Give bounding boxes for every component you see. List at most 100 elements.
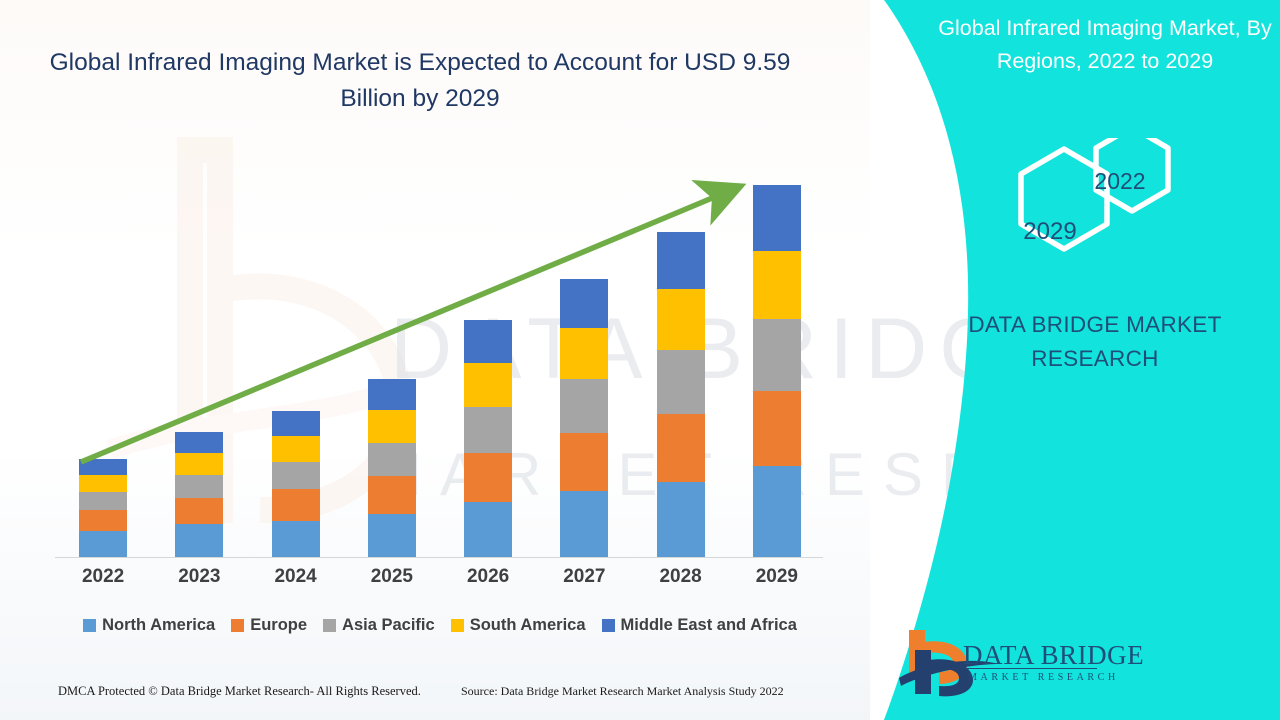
bar-column xyxy=(536,160,632,557)
bar-segment xyxy=(79,531,128,557)
x-axis-line xyxy=(55,557,823,558)
bar-segment xyxy=(464,320,513,364)
legend-item[interactable]: Europe xyxy=(231,616,307,635)
bar-column xyxy=(633,160,729,557)
legend-swatch-icon xyxy=(450,619,464,632)
legend-label: Europe xyxy=(250,616,308,634)
x-axis-label-2026: 2026 xyxy=(466,566,510,587)
bar-segment xyxy=(752,318,801,391)
panel-content: Global Infrared Imaging Market, By Regio… xyxy=(905,0,1280,720)
bar-segment xyxy=(656,289,705,351)
bar-segment xyxy=(560,278,609,329)
bar-segment xyxy=(464,363,513,408)
legend-swatch-icon xyxy=(231,619,245,632)
legend-item[interactable]: Middle East and Africa xyxy=(601,616,797,635)
bar-segment xyxy=(464,452,513,503)
stacked-bar-2023 xyxy=(175,432,224,557)
bar-column xyxy=(55,160,151,557)
data-bridge-logo-mark xyxy=(899,630,999,697)
legend-swatch-icon xyxy=(83,619,97,632)
bar-segment xyxy=(271,462,320,490)
x-axis-labels: 2022 2023 2024 2025 2026 2027 2028 2029 xyxy=(55,566,825,588)
bar-segment xyxy=(79,492,128,511)
bar-segment xyxy=(752,185,801,252)
chart-title: Global Infrared Imaging Market is Expect… xyxy=(49,49,791,112)
x-axis-label-2022: 2022 xyxy=(81,566,125,587)
bar-segment xyxy=(175,524,224,557)
panel-brand-line1: DATA BRIDGE MARKET xyxy=(968,312,1222,337)
stacked-bar-chart xyxy=(55,160,825,557)
bar-segment xyxy=(752,465,801,557)
legend-swatch-icon xyxy=(323,619,337,632)
bar-segment xyxy=(560,378,609,434)
bar-segment xyxy=(367,514,416,557)
bar-segment xyxy=(367,410,416,443)
x-axis-label-2025: 2025 xyxy=(370,566,414,587)
bar-segment xyxy=(560,490,609,557)
bar-segment xyxy=(271,436,320,463)
x-axis-label-2023: 2023 xyxy=(178,566,221,587)
stacked-bar-2026 xyxy=(464,320,513,557)
bar-segment xyxy=(175,432,224,453)
bar-segment xyxy=(367,476,416,515)
logo-wordmark: DATA BRIDGE xyxy=(963,640,1145,670)
panel-brand-line2: RESEARCH xyxy=(1031,346,1159,371)
legend-label: South America xyxy=(469,616,586,634)
bar-segment xyxy=(752,251,801,319)
stacked-bar-2027 xyxy=(560,278,609,557)
bar-segment xyxy=(79,459,128,476)
bar-column xyxy=(729,160,825,557)
bar-segment xyxy=(656,231,705,290)
bar-segment xyxy=(656,413,705,482)
logo-divider xyxy=(965,668,1097,669)
stacked-bar-2025 xyxy=(367,378,416,557)
footer-source: Source: Data Bridge Market Research Mark… xyxy=(461,684,784,698)
footer-copyright: DMCA Protected © Data Bridge Market Rese… xyxy=(58,684,421,698)
bar-segment xyxy=(464,407,513,453)
legend-item[interactable]: South America xyxy=(450,616,586,635)
x-axis-label-2027: 2027 xyxy=(563,566,606,587)
bar-segment xyxy=(271,489,320,521)
legend-label: North America xyxy=(102,616,216,634)
bar-column xyxy=(344,160,440,557)
panel-title: Global Infrared Imaging Market, By Regio… xyxy=(938,16,1272,73)
bar-segment xyxy=(656,350,705,414)
chart-panel: Global Infrared Imaging Market is Expect… xyxy=(40,49,840,698)
x-axis-label-2029: 2029 xyxy=(755,566,799,587)
bar-segment xyxy=(271,520,320,557)
legend-label: Middle East and Africa xyxy=(620,616,797,634)
legend-label: Asia Pacific xyxy=(342,616,435,634)
stacked-bar-2024 xyxy=(271,411,320,557)
bar-segment xyxy=(79,475,128,492)
stacked-bar-2022 xyxy=(79,459,128,557)
hex-label-2022: 2022 xyxy=(1094,168,1146,194)
stacked-bar-2028 xyxy=(656,231,705,557)
legend-swatch-icon xyxy=(601,619,615,632)
bar-segment xyxy=(175,452,224,476)
bar-segment xyxy=(271,411,320,437)
bar-segment xyxy=(464,502,513,557)
bar-segment xyxy=(367,442,416,477)
bar-segment xyxy=(175,498,224,525)
legend-item[interactable]: North America xyxy=(83,616,215,635)
x-axis-label-2024: 2024 xyxy=(274,566,317,587)
panel-brand-name: DATA BRIDGE MARKET RESEARCH xyxy=(925,308,1265,376)
bar-column xyxy=(151,160,247,557)
stacked-bar-2029 xyxy=(752,185,801,557)
bar-column xyxy=(440,160,536,557)
chart-legend: North America Europe Asia Pacific South Ame… xyxy=(40,616,840,635)
bar-segment xyxy=(560,328,609,379)
logo-tagline: MARKET RESEARCH xyxy=(968,672,1119,683)
hexagon-badges xyxy=(1018,138,1171,252)
bar-segment xyxy=(367,378,416,411)
bar-column xyxy=(248,160,344,557)
x-axis-label-2028: 2028 xyxy=(659,566,702,587)
bar-segment xyxy=(79,510,128,531)
hex-label-2029: 2029 xyxy=(1023,218,1077,245)
bar-segment xyxy=(560,433,609,491)
legend-item[interactable]: Asia Pacific xyxy=(323,616,435,635)
bar-segment xyxy=(656,481,705,557)
bar-segment xyxy=(175,475,224,499)
bar-segment xyxy=(752,390,801,466)
